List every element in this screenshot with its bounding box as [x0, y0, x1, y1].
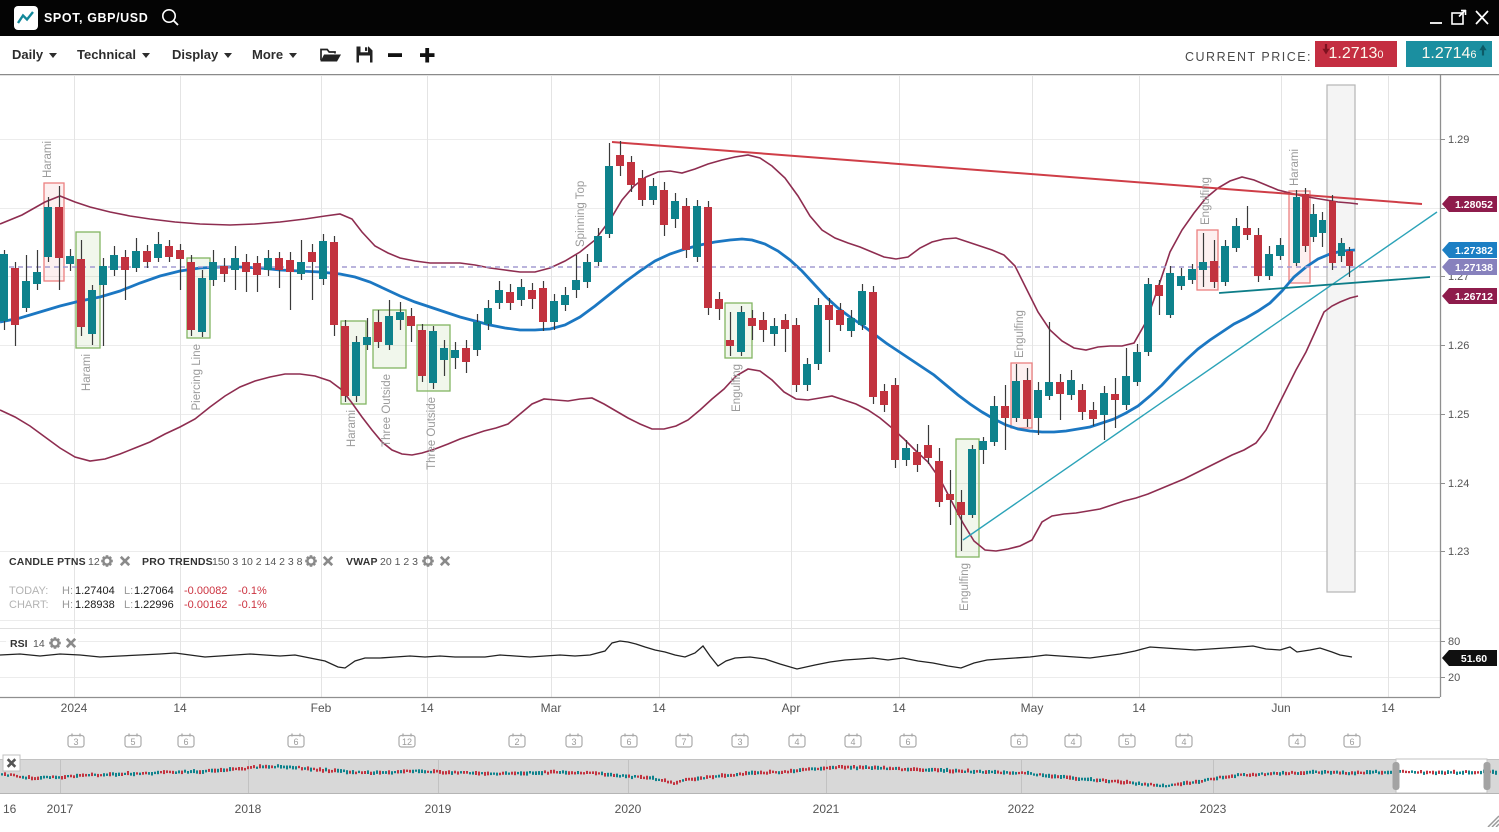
svg-text:6: 6 [1016, 737, 1021, 747]
svg-text:-0.00162: -0.00162 [184, 599, 227, 611]
svg-text:2019: 2019 [425, 802, 452, 816]
svg-text:14: 14 [33, 638, 45, 650]
svg-text:150 3 10 2 14 2 3 8: 150 3 10 2 14 2 3 8 [212, 556, 303, 568]
svg-text:Harami: Harami [81, 354, 93, 391]
svg-text:May: May [1021, 701, 1044, 715]
svg-text:TODAY:: TODAY: [9, 585, 48, 597]
svg-text:3: 3 [571, 737, 576, 747]
svg-text:Harami: Harami [346, 410, 358, 447]
svg-text:1.23: 1.23 [1448, 546, 1469, 558]
svg-text:5: 5 [130, 737, 135, 747]
svg-text:14: 14 [892, 701, 906, 715]
svg-text:PRO TRENDS: PRO TRENDS [142, 556, 213, 568]
svg-text:1.24: 1.24 [1448, 478, 1469, 490]
svg-text:1.27382: 1.27382 [1455, 245, 1493, 257]
svg-text:H:: H: [62, 599, 73, 611]
svg-text:Spinning Top: Spinning Top [575, 181, 587, 247]
svg-text:1.26: 1.26 [1448, 340, 1469, 352]
svg-text:6: 6 [905, 737, 910, 747]
svg-text:Feb: Feb [311, 701, 332, 715]
svg-text:-0.1%: -0.1% [238, 585, 267, 597]
svg-text:Engulfing: Engulfing [731, 364, 743, 412]
svg-text:Apr: Apr [782, 701, 801, 715]
svg-text:Engulfing: Engulfing [1014, 310, 1026, 358]
svg-text:2022: 2022 [1008, 802, 1035, 816]
svg-text:4: 4 [794, 737, 799, 747]
svg-text:Harami: Harami [1289, 149, 1301, 186]
svg-text:4: 4 [850, 737, 855, 747]
svg-text:2020: 2020 [615, 802, 642, 816]
svg-text:Three Outside: Three Outside [381, 374, 393, 447]
svg-text:80: 80 [1448, 636, 1460, 648]
svg-text:20: 20 [1448, 672, 1460, 684]
svg-text:1.28938: 1.28938 [75, 599, 115, 611]
svg-text:CHART:: CHART: [9, 599, 49, 611]
svg-text:CANDLE PTNS: CANDLE PTNS [9, 556, 86, 568]
svg-text:Engulfing: Engulfing [1200, 177, 1212, 225]
svg-text:1.25: 1.25 [1448, 409, 1469, 421]
svg-text:Engulfing: Engulfing [959, 563, 971, 611]
svg-text:3: 3 [73, 737, 78, 747]
svg-text:4: 4 [1294, 737, 1299, 747]
svg-text:2024: 2024 [61, 701, 88, 715]
svg-text:Mar: Mar [541, 701, 562, 715]
svg-text:Jun: Jun [1271, 701, 1290, 715]
svg-text:2023: 2023 [1200, 802, 1227, 816]
svg-text:14: 14 [1381, 701, 1395, 715]
svg-text:6: 6 [183, 737, 188, 747]
svg-text:5: 5 [1124, 737, 1129, 747]
svg-text:1.27138: 1.27138 [1455, 262, 1493, 274]
svg-text:Piercing Line: Piercing Line [191, 344, 203, 410]
svg-text:2017: 2017 [47, 802, 74, 816]
svg-text:4: 4 [1070, 737, 1075, 747]
svg-text:Three Outside: Three Outside [426, 397, 438, 470]
svg-text:1.26712: 1.26712 [1455, 291, 1493, 303]
svg-text:14: 14 [1132, 701, 1146, 715]
svg-text:12: 12 [402, 737, 412, 747]
svg-text:16: 16 [3, 802, 17, 816]
svg-text:1.28052: 1.28052 [1455, 199, 1493, 211]
svg-text:51.60: 51.60 [1461, 653, 1487, 665]
svg-text:12: 12 [88, 556, 100, 568]
svg-text:Harami: Harami [42, 141, 54, 178]
svg-text:2021: 2021 [813, 802, 840, 816]
svg-text:L:: L: [124, 585, 133, 597]
svg-text:1.27404: 1.27404 [75, 585, 115, 597]
svg-text:14: 14 [173, 701, 187, 715]
svg-text:14: 14 [652, 701, 666, 715]
svg-text:-0.1%: -0.1% [238, 599, 267, 611]
svg-text:2: 2 [514, 737, 519, 747]
svg-text:6: 6 [1349, 737, 1354, 747]
svg-text:1.22996: 1.22996 [134, 599, 174, 611]
svg-text:1.29: 1.29 [1448, 134, 1469, 146]
svg-text:2024: 2024 [1390, 802, 1417, 816]
svg-text:L:: L: [124, 599, 133, 611]
svg-text:-0.00082: -0.00082 [184, 585, 227, 597]
svg-text:4: 4 [1181, 737, 1186, 747]
svg-text:H:: H: [62, 585, 73, 597]
svg-text:7: 7 [681, 737, 686, 747]
svg-text:VWAP: VWAP [346, 556, 378, 568]
svg-text:6: 6 [626, 737, 631, 747]
svg-text:RSI: RSI [10, 638, 28, 650]
svg-text:20 1 2 3: 20 1 2 3 [380, 556, 418, 568]
svg-text:3: 3 [737, 737, 742, 747]
svg-text:1.27064: 1.27064 [134, 585, 174, 597]
svg-text:2018: 2018 [235, 802, 262, 816]
svg-text:14: 14 [420, 701, 434, 715]
svg-text:6: 6 [293, 737, 298, 747]
